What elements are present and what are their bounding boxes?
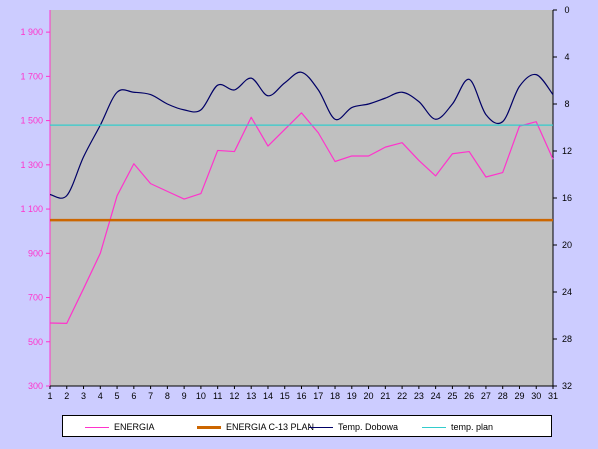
legend-swatch-temp-dobowa: [309, 426, 333, 428]
x-tick-label: 23: [414, 391, 424, 401]
legend-swatch-temp-plan: [422, 426, 446, 428]
x-tick-label: 21: [380, 391, 390, 401]
x-tick-label: 26: [464, 391, 474, 401]
left-tick-label: 700: [28, 293, 43, 303]
series-line-energia: [49, 112, 554, 325]
x-tick-label: 8: [165, 391, 170, 401]
x-tick-label: 19: [347, 391, 357, 401]
right-y-axis: 0 4 8 12 16 20 24 28 32: [552, 5, 572, 391]
x-tick-label: 28: [498, 391, 508, 401]
plot-area: [50, 10, 553, 386]
x-tick-label: 5: [115, 391, 120, 401]
x-tick-label: 6: [131, 391, 136, 401]
x-axis: 1 2 3 4 5 6 7 8 9 10 11 12 13 14 15 16 17 18 19 20 21 22 23 24 2…: [47, 385, 558, 401]
right-tick-label: 12: [562, 146, 572, 156]
right-tick-label: 4: [564, 52, 569, 62]
x-tick-label: 30: [531, 391, 541, 401]
x-tick-label: 10: [196, 391, 206, 401]
legend-label-temp-dobowa: Temp. Dobowa: [338, 422, 399, 432]
x-tick-label: 3: [81, 391, 86, 401]
right-tick-label: 0: [564, 5, 569, 15]
x-tick-label: 4: [98, 391, 103, 401]
left-tick-label: 300: [28, 381, 43, 391]
x-tick-label: 25: [447, 391, 457, 401]
legend-label-energia-c13-plan: ENERGIA C-13 PLAN: [226, 422, 315, 432]
right-tick-label: 28: [562, 334, 572, 344]
x-tick-label: 9: [182, 391, 187, 401]
x-tick-label: 31: [548, 391, 558, 401]
right-tick-label: 16: [562, 193, 572, 203]
x-tick-label: 20: [364, 391, 374, 401]
left-tick-label: 1 700: [20, 71, 43, 81]
left-tick-label: 500: [28, 337, 43, 347]
left-tick-label: 1 300: [20, 160, 43, 170]
x-tick-label: 7: [148, 391, 153, 401]
left-tick-label: 1 500: [20, 116, 43, 126]
x-tick-label: 12: [229, 391, 239, 401]
x-tick-label: 22: [397, 391, 407, 401]
x-tick-label: 2: [64, 391, 69, 401]
right-tick-label: 24: [562, 287, 572, 297]
x-tick-label: 1: [47, 391, 52, 401]
x-tick-label: 13: [246, 391, 256, 401]
legend-label-energia: ENERGIA: [114, 422, 155, 432]
left-tick-label: 900: [28, 248, 43, 258]
right-tick-label: 20: [562, 240, 572, 250]
x-tick-label: 27: [481, 391, 491, 401]
x-tick-label: 14: [263, 391, 273, 401]
x-tick-label: 24: [431, 391, 441, 401]
legend-item-energia-c13-plan: ENERGIA C-13 PLAN: [197, 420, 314, 434]
legend: ENERGIA ENERGIA C-13 PLAN Temp. Dobowa t…: [62, 415, 552, 437]
x-tick-label: 18: [330, 391, 340, 401]
legend-item-temp-dobowa: Temp. Dobowa: [309, 420, 398, 434]
legend-item-energia: ENERGIA: [85, 420, 155, 434]
series-line-temp-dobowa: [49, 71, 554, 199]
x-tick-label: 17: [313, 391, 323, 401]
series-layer: [49, 71, 554, 325]
right-tick-label: 8: [564, 99, 569, 109]
left-y-axis: 300 500 700 900 1 100 1 300 1 500 1 700 1 900: [20, 10, 51, 391]
x-tick-label: 15: [280, 391, 290, 401]
right-tick-label: 32: [562, 381, 572, 391]
x-tick-label: 29: [514, 391, 524, 401]
legend-swatch-energia-c13-plan: [197, 425, 221, 429]
legend-label-temp-plan: temp. plan: [451, 422, 494, 432]
legend-item-temp-plan: temp. plan: [422, 420, 493, 434]
x-tick-label: 16: [296, 391, 306, 401]
x-tick-label: 11: [213, 391, 222, 401]
left-tick-label: 1 100: [20, 204, 43, 214]
left-tick-label: 1 900: [20, 27, 43, 37]
legend-swatch-energia: [85, 426, 109, 428]
